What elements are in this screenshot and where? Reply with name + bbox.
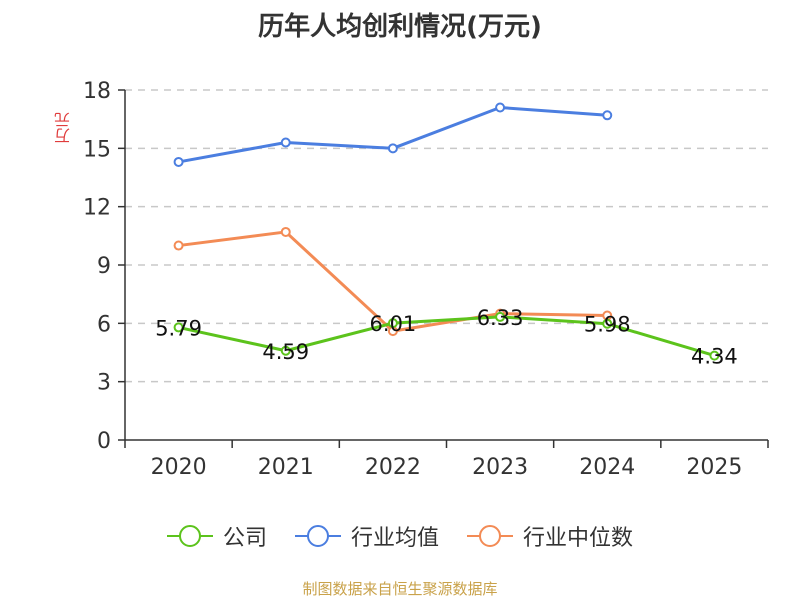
point-company-2024 [602, 318, 613, 329]
legend-label-industry-average: 行业均值 [350, 526, 439, 551]
point-industry-average-2024 [602, 110, 613, 121]
legend-marker-industry-average [294, 525, 341, 547]
legend-item-industry-median[interactable]: 行业中位数 [467, 520, 633, 552]
point-industry-average-2021 [280, 137, 291, 148]
legend-item-company[interactable]: 公司 [166, 520, 267, 552]
legend-label-company: 公司 [222, 526, 267, 551]
data-label-company-2020: 5.79 [155, 316, 202, 340]
point-industry-average-2022 [387, 143, 398, 154]
point-company-2022 [387, 318, 398, 329]
data-label-company-2021: 4.59 [262, 340, 309, 364]
data-label-company-2025: 4.34 [691, 345, 738, 369]
legend-marker-industry-median [467, 525, 513, 547]
y-tick-label-6: 6 [97, 312, 111, 337]
point-company-2025 [709, 350, 720, 361]
x-tick-label-2023: 2023 [472, 455, 528, 480]
x-tick-label-2025: 2025 [686, 455, 742, 480]
y-tick-label-12: 12 [83, 196, 111, 221]
data-label-company-2024: 5.98 [584, 313, 631, 337]
legend: 公司 行业均值 行业中位数 [0, 520, 800, 552]
data-label-company-2023: 6.33 [477, 306, 524, 330]
data-label-company-2022: 6.01 [370, 312, 417, 336]
y-tick-label-3: 3 [97, 371, 111, 396]
point-company-2020 [173, 322, 184, 333]
point-company-2023 [495, 311, 506, 322]
legend-marker-company [166, 525, 213, 547]
y-tick-label-0: 0 [97, 429, 111, 454]
x-tick-label-2020: 2020 [151, 455, 207, 480]
point-industry-average-2023 [495, 102, 506, 113]
point-industry-median-2020 [173, 240, 184, 251]
legend-item-industry-average[interactable]: 行业均值 [294, 520, 439, 552]
point-industry-average-2020 [173, 156, 184, 167]
legend-label-industry-median: 行业中位数 [523, 526, 634, 551]
series-line-company [178, 315, 715, 358]
source-footer: 制图数据来自恒生聚源数据库 [302, 580, 498, 598]
series-line-industry-average [178, 106, 608, 164]
y-tick-label-18: 18 [83, 79, 111, 104]
chart-title: 历年人均创利情况(万元) [258, 12, 542, 42]
x-tick-label-2021: 2021 [258, 455, 314, 480]
y-tick-label-15: 15 [83, 137, 111, 162]
x-tick-label-2022: 2022 [365, 455, 421, 480]
point-company-2021 [280, 345, 291, 356]
point-industry-median-2021 [280, 226, 291, 237]
x-tick-label-2024: 2024 [579, 455, 635, 480]
y-tick-label-9: 9 [97, 254, 111, 279]
